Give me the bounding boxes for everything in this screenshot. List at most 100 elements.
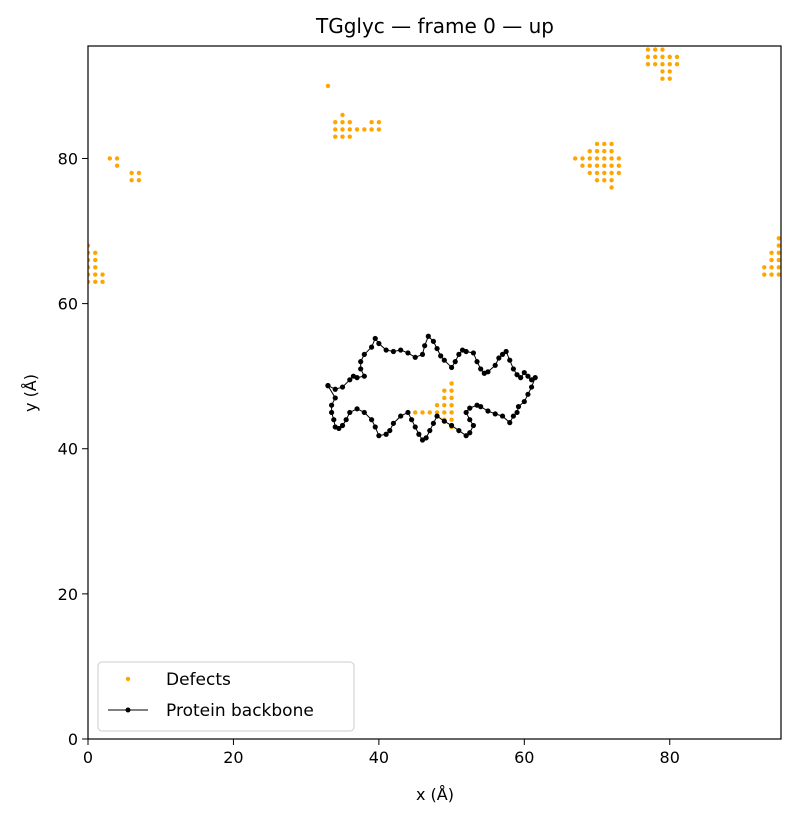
backbone-point xyxy=(339,422,346,429)
defect-point xyxy=(609,170,614,176)
defect-point xyxy=(645,54,651,60)
defect-point xyxy=(340,112,345,118)
defect-point xyxy=(769,272,774,277)
backbone-point xyxy=(412,424,418,430)
defect-point xyxy=(602,156,607,161)
defect-point xyxy=(652,54,658,60)
backbone-point xyxy=(456,427,462,434)
defect-point xyxy=(100,272,105,277)
backbone-point xyxy=(438,353,444,359)
defect-point xyxy=(660,61,665,67)
defect-point xyxy=(587,149,592,154)
legend: Defects Protein backbone xyxy=(97,661,355,732)
defect-point xyxy=(667,61,672,67)
defect-point xyxy=(442,388,447,393)
backbone-point xyxy=(514,409,520,416)
backbone-point xyxy=(463,433,469,439)
defect-point xyxy=(107,156,113,161)
backbone-point xyxy=(325,383,331,389)
defect-point xyxy=(442,410,447,415)
backbone-point xyxy=(372,335,378,342)
backbone-point xyxy=(361,409,367,416)
defect-point xyxy=(667,54,672,60)
defect-point xyxy=(769,257,774,263)
x-tick-label: 80 xyxy=(660,748,680,767)
defect-point xyxy=(136,170,142,176)
defect-point xyxy=(573,156,578,161)
defect-point xyxy=(580,156,585,161)
backbone-point xyxy=(434,413,440,419)
defect-point xyxy=(369,119,374,125)
defect-point xyxy=(93,272,98,277)
defect-point xyxy=(645,47,651,52)
backbone-point xyxy=(434,345,440,352)
defect-point xyxy=(602,141,607,147)
defect-point xyxy=(602,170,607,176)
defect-point xyxy=(449,381,454,386)
backbone-point xyxy=(412,354,418,360)
defect-point xyxy=(325,83,331,89)
defect-point xyxy=(114,156,120,161)
defect-point xyxy=(667,76,672,81)
legend-box xyxy=(97,661,355,732)
backbone-point xyxy=(398,413,404,419)
y-tick-label: 40 xyxy=(58,440,78,459)
backbone-point xyxy=(419,351,426,358)
backbone-point xyxy=(499,351,506,358)
defect-point xyxy=(376,127,382,132)
backbone-point xyxy=(376,433,382,439)
defect-point xyxy=(129,170,134,176)
x-tick-label: 40 xyxy=(369,748,389,767)
backbone-point xyxy=(467,417,473,423)
backbone-point xyxy=(405,350,411,356)
defect-point xyxy=(594,178,600,183)
backbone-point xyxy=(331,417,337,423)
backbone-point xyxy=(452,359,458,365)
legend-backbone-marker xyxy=(125,707,131,713)
backbone-point xyxy=(470,350,477,356)
defect-point xyxy=(652,61,658,67)
backbone-point xyxy=(525,391,531,397)
backbone-point xyxy=(448,422,455,429)
backbone-point xyxy=(329,402,335,408)
backbone-point xyxy=(521,398,527,405)
defect-point xyxy=(362,127,367,132)
backbone-point xyxy=(376,340,382,347)
backbone-point xyxy=(463,348,469,355)
defect-point xyxy=(674,54,680,60)
backbone-point xyxy=(467,430,473,436)
backbone-point xyxy=(347,409,353,416)
backbone-point xyxy=(405,409,411,416)
backbone-point xyxy=(474,359,480,365)
defect-point xyxy=(776,257,781,263)
backbone-point xyxy=(354,375,360,381)
defect-point xyxy=(333,134,338,139)
defect-point xyxy=(609,178,614,183)
backbone-point xyxy=(515,404,522,410)
backbone-point xyxy=(503,348,509,355)
defect-point xyxy=(427,410,432,415)
backbone-point xyxy=(354,406,360,412)
defect-point xyxy=(602,163,607,168)
defect-point xyxy=(434,410,440,415)
chart-title: TGglyc — frame 0 — up xyxy=(315,14,554,38)
defect-point xyxy=(333,127,338,132)
defect-point xyxy=(449,417,454,422)
backbone-point xyxy=(372,424,378,430)
defect-point xyxy=(645,61,651,67)
backbone-point xyxy=(332,386,338,392)
backbone-point xyxy=(474,402,480,408)
defect-point xyxy=(609,185,614,190)
defect-point xyxy=(660,47,665,52)
y-tick-label: 20 xyxy=(58,585,78,604)
defect-point xyxy=(449,388,454,393)
backbone-point xyxy=(496,355,502,361)
backbone-point xyxy=(383,347,389,353)
backbone-point xyxy=(492,411,498,417)
defect-point xyxy=(594,163,600,168)
defect-point xyxy=(434,402,440,408)
defect-point xyxy=(769,265,774,270)
backbone-point xyxy=(390,348,397,355)
defect-point xyxy=(769,250,774,256)
backbone-point xyxy=(507,420,513,426)
